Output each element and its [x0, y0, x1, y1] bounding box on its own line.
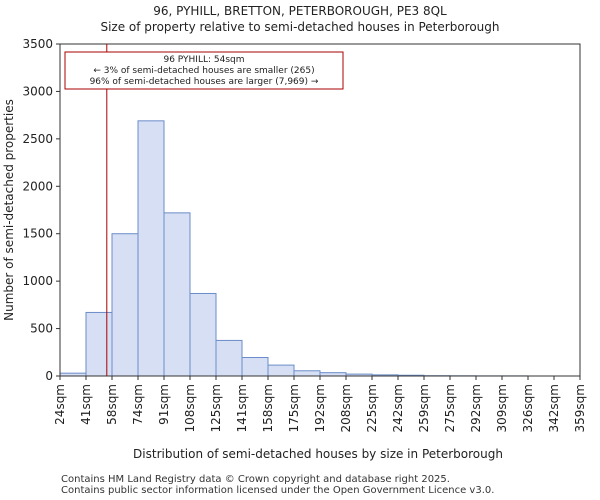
- y-tick-label: 2000: [22, 179, 53, 193]
- y-tick-label: 500: [30, 322, 53, 336]
- x-tick-label: 208sqm: [339, 384, 353, 432]
- x-tick-label: 58sqm: [105, 384, 119, 425]
- x-tick-label: 275sqm: [443, 384, 457, 432]
- x-tick-label: 141sqm: [235, 384, 249, 432]
- histogram-bar: [189, 292, 217, 377]
- histogram-bar: [163, 212, 191, 377]
- histogram-bar: [267, 364, 295, 377]
- x-tick-label: 125sqm: [209, 384, 223, 432]
- x-tick-label: 74sqm: [131, 384, 145, 425]
- x-tick-label: 41sqm: [79, 384, 93, 425]
- x-tick-label: 91sqm: [157, 384, 171, 425]
- x-tick-label: 192sqm: [313, 384, 327, 432]
- y-tick-label: 3500: [22, 37, 53, 51]
- y-tick-label: 1000: [22, 274, 53, 288]
- histogram-bar: [85, 311, 113, 377]
- footer-line-2: Contains public sector information licen…: [61, 485, 495, 496]
- x-tick-label: 242sqm: [391, 384, 405, 432]
- x-axis-label: Distribution of semi-detached houses by …: [133, 447, 503, 461]
- histogram-bar: [137, 120, 165, 377]
- x-tick-label: 158sqm: [261, 384, 275, 432]
- footer-line-1: Contains HM Land Registry data © Crown c…: [61, 474, 450, 485]
- chart-subtitle: Size of property relative to semi-detach…: [100, 20, 500, 34]
- annotation-box: 96 PYHILL: 54sqm ← 3% of semi-detached h…: [64, 51, 344, 90]
- chart-title: 96, PYHILL, BRETTON, PETERBOROUGH, PE3 8…: [153, 4, 447, 18]
- x-tick-label: 292sqm: [469, 384, 483, 432]
- histogram-bar: [111, 233, 139, 377]
- y-axis-label: Number of semi-detached properties: [2, 99, 16, 321]
- histogram-bar: [293, 370, 321, 377]
- histogram-bar: [215, 339, 243, 377]
- x-tick-label: 342sqm: [547, 384, 561, 432]
- x-tick-label: 108sqm: [183, 384, 197, 432]
- histogram-bar: [241, 357, 269, 377]
- x-tick-label: 359sqm: [573, 384, 587, 432]
- x-tick-label: 175sqm: [287, 384, 301, 432]
- x-tick-label: 24sqm: [53, 384, 67, 425]
- x-tick-label: 309sqm: [495, 384, 509, 432]
- plot-frame: [59, 43, 581, 377]
- annotation-line-2: ← 3% of semi-detached houses are smaller…: [93, 66, 314, 76]
- x-tick-label: 259sqm: [417, 384, 431, 432]
- annotation-line-1: 96 PYHILL: 54sqm: [163, 55, 244, 65]
- y-tick-label: 3000: [22, 84, 53, 98]
- y-tick-label: 2500: [22, 132, 53, 146]
- x-tick-label: 225sqm: [365, 384, 379, 432]
- annotation-line-3: 96% of semi-detached houses are larger (…: [90, 77, 319, 87]
- y-tick-label: 0: [45, 369, 53, 383]
- x-tick-label: 326sqm: [521, 384, 535, 432]
- y-tick-label: 1500: [22, 227, 53, 241]
